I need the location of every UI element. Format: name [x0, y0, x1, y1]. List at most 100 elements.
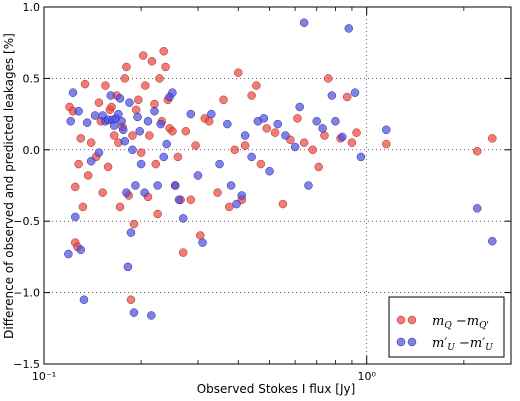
data-point-series-0 — [293, 114, 302, 123]
data-point-series-0 — [150, 99, 159, 109]
data-point-series-0 — [213, 188, 222, 197]
data-point-series-1 — [318, 124, 327, 133]
data-point-series-0 — [161, 62, 170, 72]
data-point-series-0 — [109, 131, 119, 140]
data-point-series-0 — [181, 126, 191, 136]
data-point-series-1 — [94, 148, 104, 157]
data-point-series-1 — [207, 109, 216, 119]
data-point-series-1 — [162, 139, 171, 149]
data-point-series-1 — [90, 111, 100, 120]
data-point-series-1 — [135, 126, 144, 136]
data-point-series-1 — [237, 191, 246, 200]
data-point-series-1 — [140, 188, 149, 197]
data-point-series-0 — [178, 248, 188, 257]
data-point-series-0 — [247, 91, 256, 100]
data-point-series-0 — [342, 92, 352, 102]
data-point-series-0 — [320, 131, 329, 140]
data-point-series-1 — [133, 112, 142, 122]
data-point-series-1 — [131, 181, 140, 190]
data-point-series-1 — [327, 91, 337, 100]
data-point-series-0 — [138, 51, 148, 60]
data-point-series-0 — [323, 74, 333, 83]
data-point-series-0 — [219, 95, 228, 105]
data-point-series-0 — [196, 231, 205, 240]
data-point-series-1 — [299, 18, 309, 27]
data-point-series-0 — [224, 202, 234, 212]
data-point-series-1 — [193, 171, 203, 180]
data-point-series-0 — [153, 209, 162, 219]
plot-frame — [43, 6, 512, 365]
data-point-series-0 — [159, 47, 168, 56]
data-point-series-1 — [265, 166, 274, 176]
legend-label-series-1: m′U −m′U — [432, 336, 493, 353]
data-point-series-1 — [350, 88, 360, 97]
data-point-series-1 — [472, 204, 482, 213]
y-tick-label: −1.0 — [13, 287, 40, 300]
data-point-series-1 — [136, 159, 146, 169]
data-point-series-0 — [115, 202, 125, 212]
legend-marker-series-0 — [396, 315, 417, 325]
data-point-series-0 — [472, 146, 482, 156]
data-point-series-0 — [168, 126, 177, 136]
data-point-series-1 — [115, 94, 125, 103]
data-point-series-0 — [308, 145, 317, 155]
data-point-series-0 — [278, 199, 288, 209]
data-point-series-1 — [295, 102, 304, 112]
x-tick-label: 10⁰ — [357, 370, 376, 383]
data-point-series-0 — [94, 98, 104, 107]
data-point-series-0 — [299, 138, 309, 147]
data-point-series-0 — [382, 139, 391, 149]
y-tick-label: 1.0 — [23, 1, 41, 14]
data-point-series-1 — [150, 106, 159, 116]
y-tick-label: −0.5 — [13, 215, 40, 228]
data-point-series-0 — [86, 138, 96, 147]
y-tick-label: 0.5 — [23, 72, 41, 85]
data-point-series-1 — [281, 131, 290, 140]
data-point-series-1 — [114, 109, 123, 119]
data-point-series-0 — [256, 159, 266, 169]
data-point-series-0 — [252, 81, 261, 90]
data-point-series-0 — [101, 81, 110, 90]
data-point-series-1 — [79, 295, 89, 304]
data-point-series-1 — [74, 106, 83, 116]
data-point-series-1 — [186, 109, 196, 119]
data-point-series-1 — [128, 145, 137, 155]
data-point-series-1 — [344, 24, 354, 33]
data-point-series-1 — [488, 236, 497, 246]
data-point-series-0 — [270, 128, 280, 137]
data-point-series-0 — [128, 131, 137, 140]
data-point-series-0 — [240, 141, 250, 150]
data-point-series-1 — [159, 152, 168, 162]
data-point-series-0 — [78, 202, 88, 212]
data-point-series-1 — [71, 212, 80, 222]
data-point-series-0 — [314, 162, 323, 172]
data-point-series-1 — [117, 116, 126, 126]
y-axis-label: Difference of observed and predicted lea… — [2, 33, 16, 339]
data-point-series-1 — [126, 228, 136, 237]
data-point-series-1 — [174, 195, 184, 205]
legend-box — [388, 296, 505, 358]
data-point-series-1 — [331, 116, 340, 126]
data-point-series-1 — [232, 199, 241, 209]
data-points — [64, 18, 497, 320]
data-point-series-1 — [66, 116, 75, 126]
y-tick-label: 0.0 — [23, 144, 41, 157]
data-point-series-1 — [338, 132, 347, 142]
data-point-series-1 — [129, 308, 139, 317]
data-point-series-0 — [186, 195, 196, 205]
data-point-series-1 — [143, 116, 153, 126]
data-point-series-1 — [273, 119, 282, 129]
data-point-series-1 — [106, 91, 115, 100]
data-point-series-1 — [109, 121, 119, 130]
data-point-series-1 — [123, 262, 133, 272]
data-point-series-1 — [156, 119, 165, 129]
y-tick-label: −1.5 — [13, 358, 40, 371]
data-point-series-1 — [215, 159, 224, 169]
data-point-series-0 — [204, 116, 214, 126]
data-point-series-1 — [153, 181, 162, 190]
data-point-series-0 — [131, 105, 141, 115]
data-point-series-0 — [74, 159, 83, 169]
data-point-series-1 — [86, 156, 96, 166]
data-point-series-0 — [141, 81, 150, 90]
